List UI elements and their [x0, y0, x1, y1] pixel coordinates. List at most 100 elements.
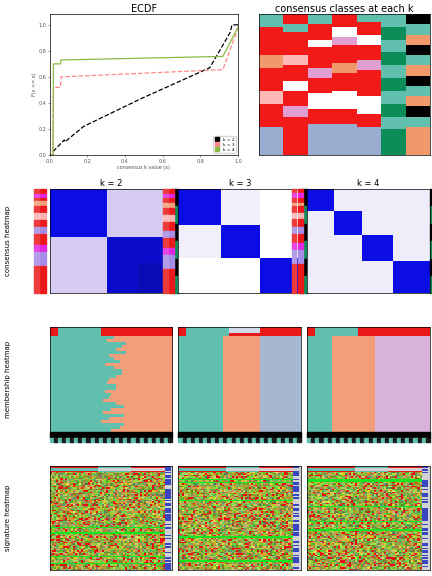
Bar: [365, 438, 366, 442]
Bar: [50, 432, 172, 438]
Bar: [299, 438, 301, 442]
Bar: [62, 438, 64, 442]
Bar: [226, 438, 228, 442]
Bar: [35, 198, 39, 201]
Bar: [111, 438, 113, 442]
Bar: [127, 438, 130, 442]
Bar: [187, 438, 189, 442]
Bar: [292, 214, 296, 219]
Bar: [163, 194, 168, 198]
Bar: [292, 189, 296, 192]
Bar: [358, 438, 360, 442]
Bar: [172, 259, 179, 276]
Bar: [209, 438, 211, 442]
Bar: [424, 438, 426, 442]
Bar: [72, 438, 74, 442]
Bar: [383, 438, 385, 442]
Bar: [56, 438, 58, 442]
Bar: [379, 438, 381, 442]
Bar: [41, 214, 46, 221]
Bar: [418, 438, 419, 442]
Bar: [298, 264, 303, 293]
Bar: [292, 192, 296, 198]
Bar: [391, 438, 393, 442]
Bar: [301, 206, 308, 224]
Bar: [35, 206, 39, 214]
Bar: [377, 438, 379, 442]
Bar: [160, 438, 162, 442]
Bar: [297, 438, 299, 442]
Bar: [35, 189, 39, 194]
Legend: k = 2, k = 3, k = 4: k = 2, k = 3, k = 4: [213, 136, 236, 153]
Bar: [41, 206, 46, 214]
Bar: [387, 438, 389, 442]
Bar: [389, 438, 391, 442]
Bar: [338, 438, 340, 442]
Bar: [354, 438, 356, 442]
Bar: [327, 438, 330, 442]
Bar: [252, 438, 254, 442]
Y-axis label: F(x <= x): F(x <= x): [32, 73, 37, 97]
Bar: [298, 234, 303, 243]
Bar: [242, 438, 244, 442]
Bar: [292, 228, 296, 234]
Bar: [158, 438, 160, 442]
Bar: [405, 438, 407, 442]
Bar: [285, 438, 287, 442]
Bar: [125, 438, 127, 442]
Bar: [197, 438, 199, 442]
Bar: [168, 438, 170, 442]
Bar: [419, 438, 422, 442]
Bar: [150, 438, 152, 442]
Bar: [35, 245, 39, 252]
Bar: [92, 438, 95, 442]
Bar: [301, 189, 308, 206]
Bar: [273, 438, 274, 442]
Bar: [172, 224, 179, 241]
Bar: [250, 438, 252, 442]
Bar: [95, 438, 97, 442]
Bar: [146, 438, 148, 442]
Bar: [121, 438, 123, 442]
Bar: [311, 438, 313, 442]
Bar: [385, 438, 387, 442]
Bar: [234, 438, 236, 442]
Bar: [189, 438, 191, 442]
Bar: [41, 228, 46, 234]
Bar: [279, 438, 281, 442]
Bar: [191, 438, 193, 442]
Bar: [407, 438, 410, 442]
Bar: [163, 215, 168, 222]
Bar: [41, 234, 46, 245]
Bar: [336, 438, 338, 442]
Bar: [240, 438, 242, 442]
Bar: [35, 221, 39, 228]
Bar: [223, 438, 226, 442]
Bar: [169, 231, 175, 238]
Bar: [70, 438, 72, 442]
Bar: [109, 438, 111, 442]
Bar: [137, 438, 140, 442]
Bar: [163, 189, 168, 194]
Bar: [178, 432, 301, 438]
Bar: [283, 438, 285, 442]
Bar: [318, 438, 320, 442]
Bar: [166, 438, 168, 442]
Bar: [256, 438, 258, 442]
Bar: [199, 438, 201, 442]
Bar: [428, 438, 430, 442]
Bar: [410, 438, 411, 442]
Bar: [41, 252, 46, 266]
Bar: [41, 198, 46, 201]
Bar: [41, 221, 46, 228]
Bar: [169, 194, 175, 198]
Bar: [368, 438, 371, 442]
Bar: [101, 438, 103, 442]
Bar: [97, 438, 99, 442]
Bar: [248, 438, 250, 442]
Bar: [181, 438, 183, 442]
Bar: [301, 259, 308, 276]
Bar: [172, 206, 179, 224]
Bar: [298, 206, 303, 214]
Bar: [221, 438, 223, 442]
